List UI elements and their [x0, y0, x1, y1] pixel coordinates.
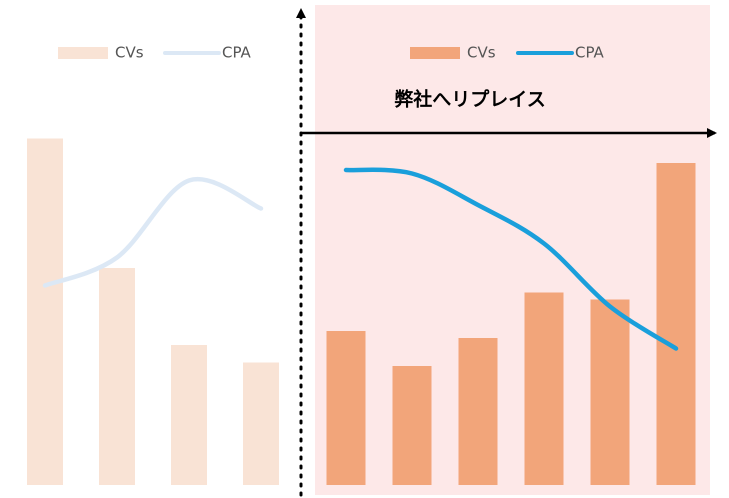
- bar: [590, 299, 630, 485]
- bar: [99, 268, 135, 485]
- bar: [27, 138, 63, 485]
- bar: [458, 338, 498, 485]
- legend-label: CVs: [115, 44, 144, 62]
- bar: [656, 163, 696, 485]
- legend-label: CVs: [467, 44, 496, 62]
- bar: [171, 345, 207, 485]
- legend-label: CPA: [575, 44, 605, 62]
- legend-swatch: [410, 47, 460, 59]
- legend-swatch: [58, 47, 108, 59]
- bar: [326, 331, 366, 485]
- line: [42, 176, 264, 288]
- panel-background: [315, 5, 710, 495]
- line: [343, 167, 679, 351]
- bar: [524, 292, 564, 485]
- legend-label: CPA: [222, 44, 252, 62]
- annotation: 弊社へリプレイス: [394, 88, 545, 111]
- bar: [243, 362, 279, 485]
- bar: [392, 366, 432, 485]
